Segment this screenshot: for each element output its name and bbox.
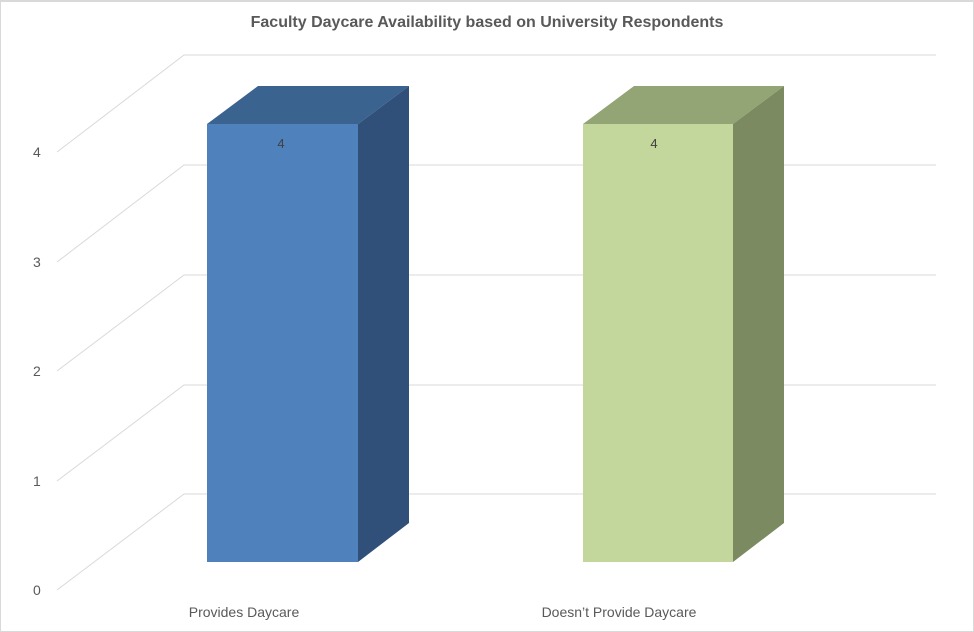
bar-doesnt-provide-daycare: 4: [583, 86, 784, 562]
y-tick: 1: [33, 473, 41, 489]
data-label: 4: [650, 136, 657, 151]
data-label: 4: [277, 136, 284, 151]
x-axis-categories: Provides Daycare Doesn’t Provide Daycare: [189, 604, 697, 620]
y-tick: 3: [33, 254, 41, 270]
gridlines: [56, 54, 936, 591]
chart-title: Faculty Daycare Availability based on Un…: [250, 14, 724, 31]
y-tick: 0: [33, 582, 41, 598]
bar-provides-daycare: 4: [207, 86, 409, 562]
y-tick: 4: [33, 144, 41, 160]
category-label: Doesn’t Provide Daycare: [542, 604, 697, 620]
y-axis-ticks: 0 1 2 3 4: [33, 144, 41, 598]
y-tick: 2: [33, 363, 41, 379]
category-label: Provides Daycare: [189, 604, 300, 620]
